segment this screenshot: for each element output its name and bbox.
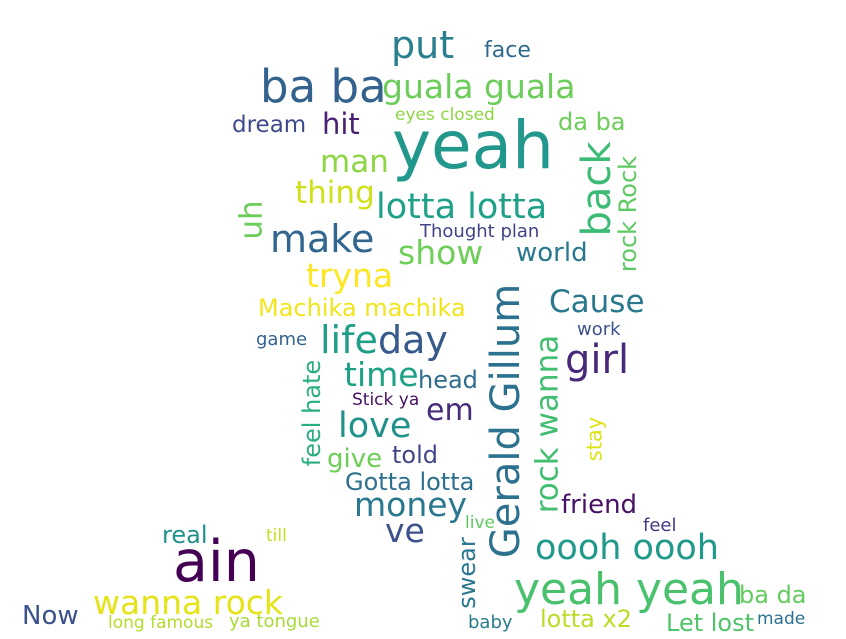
word-eyes-closed: eyes closed [395,105,495,125]
word-ya-tongue: ya tongue [229,611,320,632]
word-machika-machika: Machika machika [258,294,466,322]
word-feel-hate: feel hate [298,359,326,467]
word-em: em [426,393,474,428]
word-face: face [484,38,531,63]
word-head: head [418,366,478,394]
word-game: game [256,329,308,350]
word-life: life [320,318,378,362]
word-let-lost: Let lost [666,609,755,637]
word-girl: girl [565,337,630,383]
word-thought-plan: Thought plan [420,221,540,242]
word-yeah: yeah [392,107,554,184]
word-friend: friend [561,490,638,520]
word-oooh-oooh: oooh oooh [535,528,719,568]
word-stay: stay [582,416,607,462]
word-tryna: tryna [306,256,394,295]
word-lotta-x2: lotta x2 [540,605,632,633]
word-da-ba: da ba [558,108,626,136]
word-ain: ain [173,529,260,595]
word-stick-ya: Stick ya [352,390,420,410]
word-hit: hit [322,107,360,141]
word-day: day [378,318,448,362]
word-work: work [577,319,621,340]
word-ba-da: ba da [739,581,807,609]
word-cause: Cause [549,284,645,320]
word-man: man [320,144,389,180]
word-lotta-lotta: lotta lotta [376,187,548,227]
word-live: live [465,513,495,533]
word-yeah-yeah: yeah yeah [514,564,744,615]
word-swear: swear [453,537,481,609]
word-thing: thing [295,175,375,211]
word-uh: uh [233,200,270,240]
word-gerald-gillum: Gerald Gillum [483,283,529,559]
word-show: show [398,233,484,272]
word-make: make [270,217,375,261]
word-now: Now [22,601,79,631]
word-long-famous: long famous [108,613,214,633]
word-world: world [516,238,588,268]
word-feel: feel [643,515,677,536]
word-told: told [392,441,438,469]
word-wanna-rock: wanna rock [93,583,284,622]
word-guala-guala: guala guala [382,67,576,106]
word-rock-rock: rock Rock [614,155,642,273]
word-ba-ba: ba ba [260,60,387,113]
word-time: time [344,355,419,394]
word-give: give [327,444,383,474]
word-baby: baby [468,612,513,633]
word-ve: ve [385,511,425,550]
word-rock-wanna: rock wanna [529,334,566,514]
word-back: back [574,141,620,237]
word-real: real [162,521,208,549]
word-gotta-lotta: Gotta lotta [345,468,475,496]
word-till: till [266,526,287,546]
word-made: made [757,609,806,629]
word-put: put [391,23,455,67]
word-love: love [338,406,412,446]
word-money: money [354,485,468,524]
word-dream: dream [232,112,307,138]
